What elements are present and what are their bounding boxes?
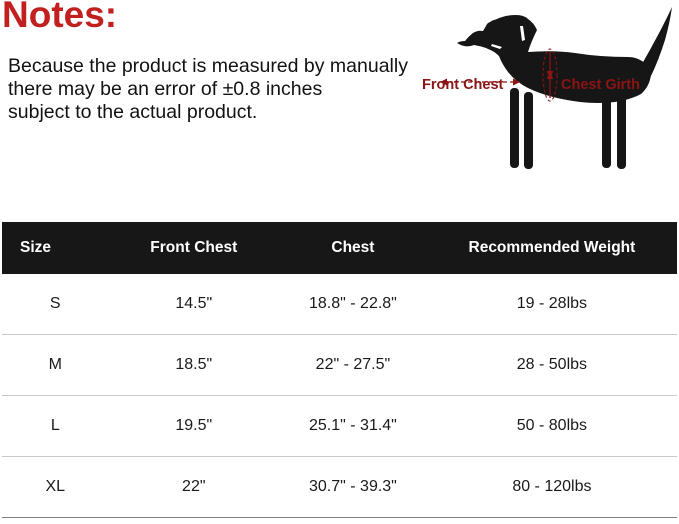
svg-text:Chest Girth: Chest Girth [561,77,640,93]
svg-text:Front Chest: Front Chest [422,77,504,93]
